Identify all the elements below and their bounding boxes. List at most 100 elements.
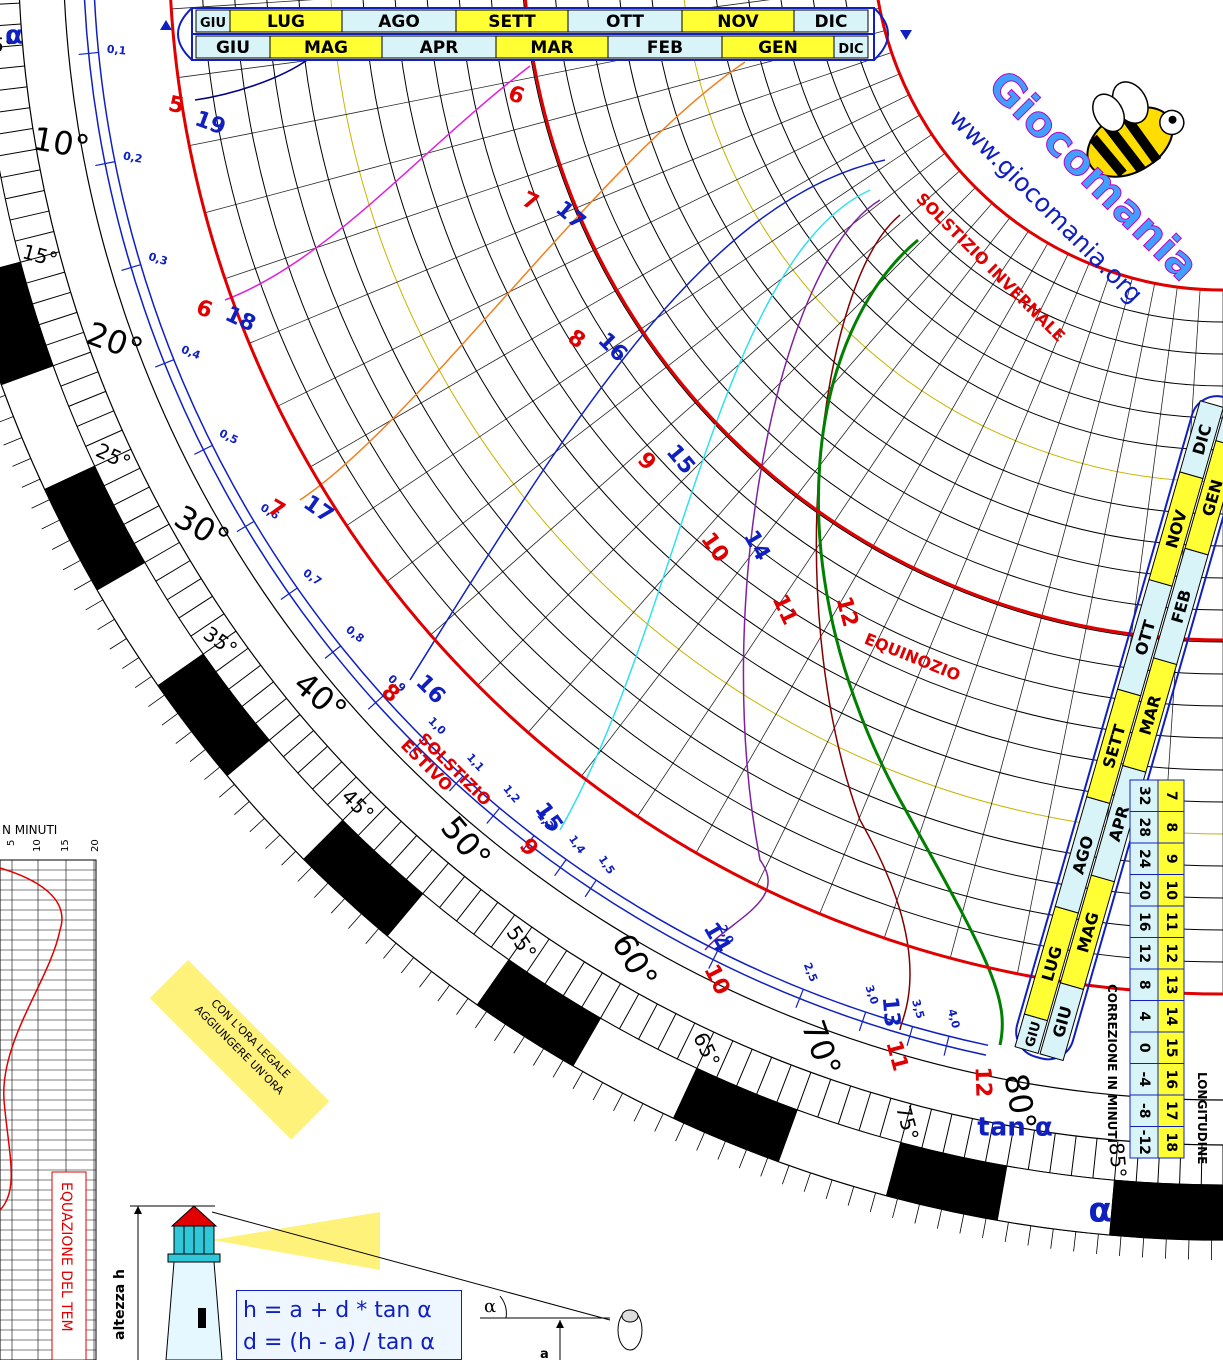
degree-tick-fine	[654, 1113, 664, 1132]
degree-tick	[255, 697, 287, 724]
lighthouse-illustration: altezza h α a	[112, 1205, 643, 1360]
degree-tick-fine	[31, 499, 50, 509]
tan-alpha-label: tan α	[977, 1113, 1052, 1143]
degree-tick	[357, 806, 387, 836]
degree-tick-fine	[314, 882, 329, 898]
degree-tick	[657, 1013, 677, 1050]
longitude-value: 10	[1163, 881, 1179, 901]
radial-line	[949, 277, 1133, 959]
tan-value-label: 1,5	[596, 853, 618, 876]
degree-tick	[736, 1049, 753, 1087]
degree-tick	[228, 664, 261, 690]
hour-label-summer: 10	[698, 960, 734, 999]
degree-tick	[638, 1003, 658, 1040]
degree-tick-fine	[825, 1179, 833, 1200]
longitude-value: 12	[1163, 944, 1179, 963]
ring-circle	[64, 0, 1223, 1101]
degree-tick	[456, 889, 482, 922]
degree-tick	[52, 351, 91, 367]
degree-tick-fine	[400, 957, 415, 974]
degree-tick-fine	[633, 1103, 644, 1122]
longitude-value: 16	[1163, 1070, 1179, 1089]
degree-tick-fine	[1165, 1238, 1167, 1259]
correction-cell	[1129, 1126, 1159, 1159]
degree-tick	[837, 1085, 852, 1125]
tan-value-label: 1,4	[566, 833, 588, 857]
degree-tick	[113, 486, 150, 506]
month-label-top: GIU	[200, 16, 226, 31]
hour-curve	[559, 189, 871, 831]
month-cell-right-inner	[1215, 407, 1223, 448]
formula-height: h = a + d * tan α	[243, 1298, 432, 1323]
degree-tick-fine	[847, 1186, 855, 1206]
hour-label-summer: 5	[166, 92, 186, 120]
degree-tick	[144, 542, 180, 563]
radial-line	[581, 217, 1011, 777]
equation-tick-20: 20	[90, 839, 101, 852]
degree-tick	[544, 950, 568, 985]
equation-tick-5: 5	[6, 840, 17, 846]
tan-value-label: 0,4	[179, 343, 202, 362]
degree-tick	[297, 745, 328, 774]
degree-tick	[508, 926, 533, 961]
degree-tick-fine	[437, 984, 451, 1002]
radial-line	[346, 134, 933, 526]
tan-tick	[858, 1011, 867, 1032]
tan-tick	[708, 950, 719, 969]
degree-tick	[942, 1114, 953, 1154]
degree-label-minor: 85°	[1104, 1142, 1131, 1179]
tan-value-label: 0,7	[301, 566, 324, 588]
tan-value-label: 1,2	[500, 782, 522, 805]
hour-curve	[704, 199, 881, 951]
degree-tick-fine	[494, 1023, 506, 1041]
degree-tick	[562, 961, 585, 997]
degree-tick-fine	[234, 801, 250, 815]
degree-tick	[1200, 1144, 1203, 1185]
degree-tick	[439, 876, 466, 908]
degree-tick	[190, 613, 225, 637]
tan-value-label: 0,3	[147, 250, 169, 268]
hour-label-summer-afternoon: 14	[698, 918, 735, 957]
month-label-bottom: MAR	[530, 38, 573, 58]
degree-tick-fine	[552, 1059, 564, 1078]
degree-label-major: 20°	[82, 314, 148, 369]
degree-tick-fine	[1142, 1237, 1145, 1258]
degree-tick	[103, 467, 141, 487]
degree-label-90: 90°	[1140, 1201, 1200, 1241]
degree-tick-fine	[365, 928, 380, 944]
hour-label-equinox: 8	[563, 325, 590, 354]
degree-tick	[1027, 1130, 1035, 1170]
longitude-cell	[1157, 1063, 1185, 1096]
radial-line	[527, 202, 993, 733]
degree-tick-fine	[803, 1172, 811, 1192]
degree-block	[572, 1017, 698, 1119]
tan-tick	[448, 775, 464, 792]
tan-value-label: 2,5	[801, 961, 820, 984]
correction-value: 24	[1136, 849, 1152, 869]
degree-tick-fine	[281, 850, 297, 866]
degree-tick	[68, 390, 106, 407]
tan-tick	[194, 444, 213, 455]
degree-tick	[133, 523, 170, 545]
degree-tick-fine	[51, 539, 71, 550]
hour-label-summer: 6	[193, 295, 216, 324]
degree-tick	[0, 169, 41, 179]
degree-tick	[963, 1118, 973, 1158]
degree-label-major: 10°	[30, 119, 92, 166]
correction-value: -8	[1136, 1103, 1152, 1119]
hour-label-equinox-afternoon: 14	[738, 526, 775, 565]
equation-minutes-label: N MINUTI	[2, 823, 57, 837]
degree-tick-fine	[892, 1198, 898, 1219]
degree-tick	[817, 1079, 832, 1118]
degree-tick	[283, 730, 314, 758]
longitude-value: 18	[1163, 1133, 1179, 1152]
degree-tick-fine	[109, 638, 127, 650]
degree-tick	[45, 331, 84, 346]
tan-value-label: 0,5	[217, 427, 240, 447]
degree-tick-fine	[204, 766, 221, 780]
equation-tick-15: 15	[60, 839, 71, 852]
correction-value: 12	[1136, 944, 1152, 963]
month-label-bottom: FEB	[647, 38, 683, 58]
degree-tick-fine	[1119, 1235, 1122, 1256]
degree-tick-fine	[348, 913, 362, 929]
